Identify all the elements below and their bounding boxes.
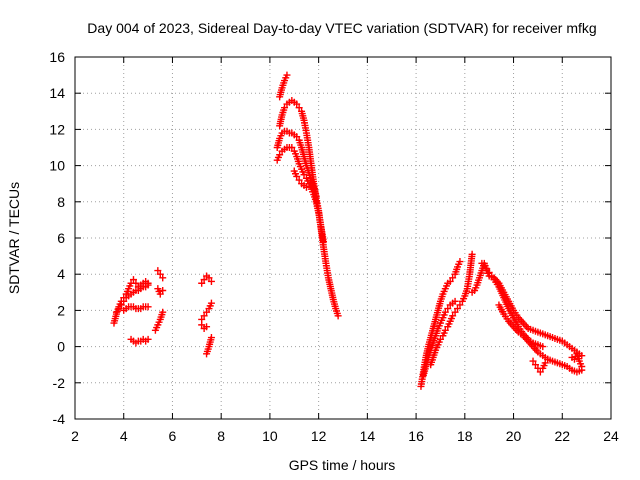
data-point bbox=[320, 238, 328, 246]
data-point bbox=[441, 326, 449, 334]
data-point bbox=[454, 305, 462, 313]
data-point bbox=[156, 270, 164, 278]
data-point bbox=[456, 301, 464, 309]
data-point bbox=[578, 363, 586, 371]
data-point bbox=[295, 104, 303, 112]
y-tick-label: 2 bbox=[57, 302, 65, 318]
data-point bbox=[156, 290, 164, 298]
data-point bbox=[451, 308, 459, 316]
data-point bbox=[300, 171, 308, 179]
x-axis-label: GPS time / hours bbox=[289, 457, 396, 473]
data-point bbox=[207, 299, 215, 307]
y-tick-label: -4 bbox=[53, 411, 66, 427]
data-point bbox=[449, 274, 457, 282]
data-point bbox=[444, 305, 452, 313]
y-tick-label: -2 bbox=[53, 375, 66, 391]
data-point bbox=[120, 297, 128, 305]
data-point bbox=[207, 277, 215, 285]
y-tick-label: 8 bbox=[57, 194, 65, 210]
x-tick-label: 8 bbox=[217, 428, 225, 444]
data-point bbox=[154, 267, 162, 275]
x-tick-label: 2 bbox=[71, 428, 79, 444]
y-axis-label: SDTVAR / TECUs bbox=[6, 182, 22, 294]
data-point bbox=[203, 308, 211, 316]
data-point bbox=[159, 286, 167, 294]
data-point bbox=[485, 268, 493, 276]
data-point bbox=[449, 312, 457, 320]
data-point bbox=[451, 297, 459, 305]
data-point bbox=[536, 368, 544, 376]
data-point bbox=[529, 357, 537, 365]
y-tick-label: 0 bbox=[57, 339, 65, 355]
data-point bbox=[117, 301, 125, 309]
x-tick-label: 6 bbox=[169, 428, 177, 444]
x-tick-label: 14 bbox=[360, 428, 376, 444]
data-point bbox=[203, 323, 211, 331]
data-point bbox=[302, 183, 310, 191]
chart-title: Day 004 of 2023, Sidereal Day-to-day VTE… bbox=[87, 20, 596, 36]
data-point bbox=[531, 361, 539, 369]
data-point bbox=[198, 321, 206, 329]
data-point bbox=[200, 312, 208, 320]
data-point bbox=[200, 276, 208, 284]
data-point bbox=[144, 335, 152, 343]
data-point bbox=[129, 276, 137, 284]
data-point bbox=[132, 279, 140, 287]
data-point bbox=[293, 100, 301, 108]
data-point bbox=[207, 334, 215, 342]
x-tick-label: 22 bbox=[554, 428, 570, 444]
grid-layer bbox=[75, 57, 611, 419]
data-point bbox=[159, 308, 167, 316]
data-point bbox=[288, 144, 296, 151]
y-tick-label: 14 bbox=[49, 85, 65, 101]
data-point bbox=[144, 303, 152, 311]
data-point bbox=[295, 176, 303, 184]
data-point bbox=[334, 312, 342, 320]
data-point bbox=[468, 250, 476, 258]
x-tick-label: 12 bbox=[311, 428, 327, 444]
y-tick-label: 10 bbox=[49, 158, 65, 174]
data-point bbox=[159, 274, 167, 282]
data-point bbox=[480, 261, 488, 269]
data-point bbox=[436, 335, 444, 343]
x-tick-label: 16 bbox=[408, 428, 424, 444]
data-point bbox=[144, 281, 152, 289]
data-point bbox=[441, 308, 449, 316]
data-point bbox=[283, 71, 291, 79]
data-point bbox=[483, 265, 491, 273]
data-point bbox=[112, 308, 120, 316]
x-tick-label: 10 bbox=[262, 428, 278, 444]
x-tick-label: 24 bbox=[603, 428, 619, 444]
data-point bbox=[488, 272, 496, 280]
x-tick-label: 20 bbox=[506, 428, 522, 444]
data-points-layer bbox=[110, 71, 586, 390]
y-tick-label: 16 bbox=[49, 49, 65, 65]
y-tick-label: 4 bbox=[57, 266, 65, 282]
data-point bbox=[115, 305, 123, 313]
data-point bbox=[198, 279, 206, 287]
data-point bbox=[281, 104, 289, 112]
data-point bbox=[293, 133, 301, 141]
y-tick-label: 6 bbox=[57, 230, 65, 246]
x-tick-label: 18 bbox=[457, 428, 473, 444]
data-point bbox=[544, 355, 552, 363]
x-tick-label: 4 bbox=[120, 428, 128, 444]
data-point bbox=[205, 274, 213, 282]
data-point bbox=[446, 277, 454, 285]
data-point bbox=[541, 359, 549, 367]
y-tick-label: 12 bbox=[49, 121, 65, 137]
data-point bbox=[456, 258, 464, 266]
data-point bbox=[276, 151, 284, 159]
data-point bbox=[539, 343, 547, 351]
data-point bbox=[293, 172, 301, 180]
